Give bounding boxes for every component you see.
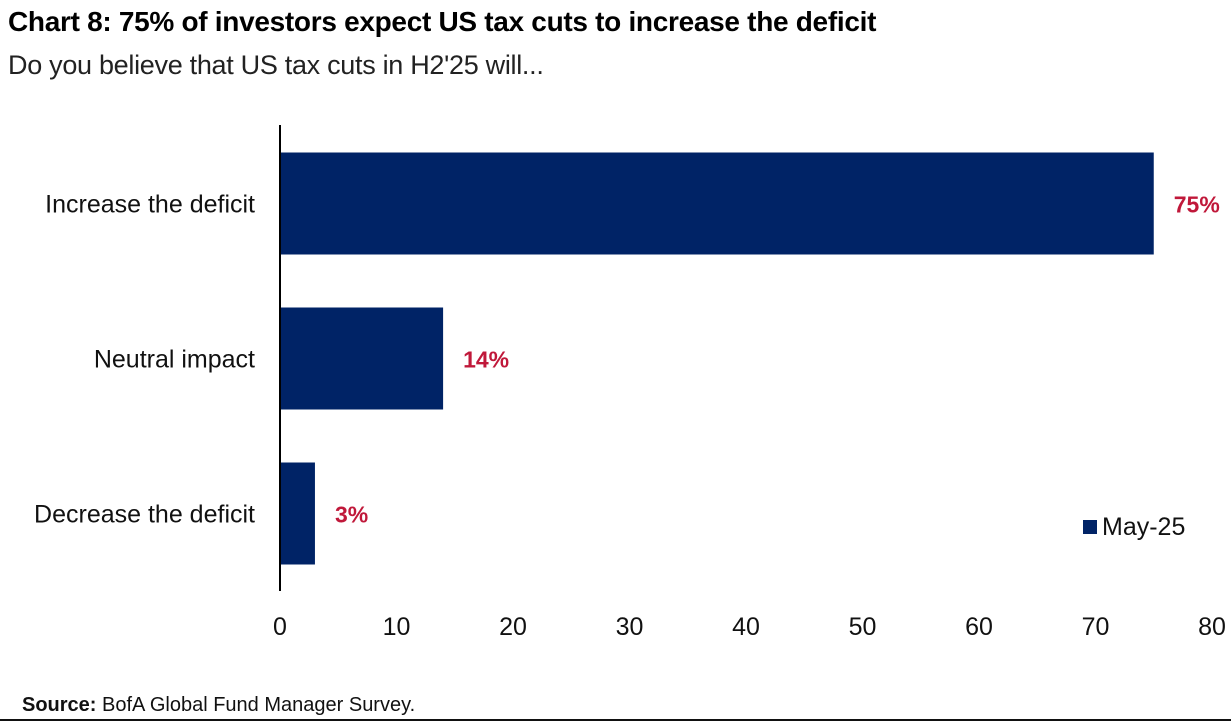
category-label: Increase the deficit — [45, 191, 255, 219]
x-tick-label: 60 — [965, 613, 993, 641]
source-label: Source: — [22, 694, 97, 716]
source-note: Source: BofA Global Fund Manager Survey. — [22, 694, 415, 717]
bar — [280, 462, 315, 565]
category-label: Neutral impact — [94, 346, 255, 374]
x-tick-label: 10 — [383, 613, 411, 641]
legend-swatch — [1083, 520, 1097, 534]
chart-title: Chart 8: 75% of investors expect US tax … — [8, 6, 877, 37]
x-tick-label: 80 — [1198, 613, 1226, 641]
x-tick-label: 20 — [499, 613, 527, 641]
legend-label: May-25 — [1102, 513, 1185, 541]
footer-divider — [0, 719, 1231, 721]
x-tick-label: 50 — [849, 613, 877, 641]
data-label: 3% — [335, 502, 368, 528]
x-tick-label: 70 — [1082, 613, 1110, 641]
x-tick-label: 40 — [732, 613, 760, 641]
data-label: 75% — [1174, 192, 1220, 218]
bar — [280, 152, 1154, 255]
chart-subtitle: Do you believe that US tax cuts in H2'25… — [8, 50, 544, 80]
data-label: 14% — [463, 347, 509, 373]
x-tick-label: 0 — [273, 613, 287, 641]
bar-chart: Increase the deficit 75% Neutral impact 14%… — [34, 125, 1226, 641]
bar — [280, 307, 444, 410]
source-text: BofA Global Fund Manager Survey. — [102, 694, 416, 716]
category-label: Decrease the deficit — [34, 501, 255, 529]
x-tick-label: 30 — [616, 613, 644, 641]
